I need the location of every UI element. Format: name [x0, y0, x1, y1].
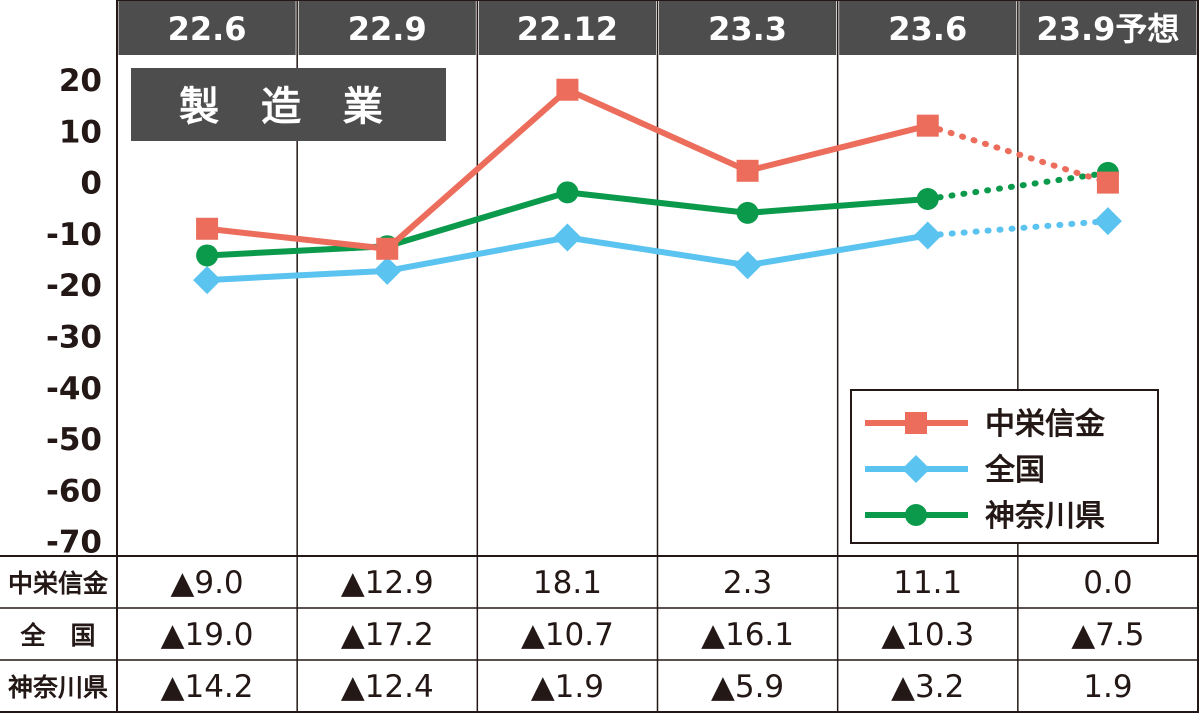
table-row-label: 神奈川県 [8, 673, 108, 702]
table-value-cell: ▲3.2 [891, 669, 964, 705]
legend-label: 神奈川県 [985, 499, 1105, 534]
data-point [376, 237, 399, 260]
data-point [736, 159, 759, 182]
data-point [916, 114, 939, 137]
y-tick-label: -70 [46, 525, 102, 561]
y-tick-label: -30 [46, 320, 102, 356]
title-box [131, 68, 446, 141]
y-tick-label: 10 [59, 114, 102, 150]
period-header: 22.6 22.9 22.12 23.3 23.6 23.9予想 [118, 1, 1197, 55]
value-table: 中栄信金 ▲9.0 ▲12.9 18.1 2.3 11.1 0.0 全 国 ▲19.0 ▲17.2… [8, 565, 1144, 705]
y-tick-label: 20 [59, 63, 102, 99]
y-tick-label: -60 [46, 473, 102, 509]
legend-label: 全国 [984, 453, 1045, 488]
period-label: 22.9 [348, 10, 427, 48]
table-value-cell: ▲19.0 [161, 617, 254, 653]
period-header-cell [839, 1, 1017, 55]
data-point [736, 201, 759, 224]
data-point [913, 221, 942, 250]
legend-marker [905, 504, 927, 526]
data-point [373, 256, 402, 285]
period-header-cell [1019, 1, 1197, 55]
table-value-cell: ▲12.4 [341, 669, 434, 705]
data-point [196, 217, 219, 240]
table-value-cell: ▲10.3 [881, 617, 974, 653]
table-value-cell: 11.1 [893, 565, 962, 601]
chart-title-box: 製 造 業 [131, 68, 446, 141]
legend-label: 中栄信金 [985, 407, 1106, 442]
period-label: 23.3 [708, 10, 787, 48]
series-forecast-line [924, 122, 1111, 186]
period-label: 22.12 [517, 10, 618, 48]
table-value-cell: 1.9 [1083, 669, 1132, 705]
period-label: 23.9予想 [1036, 10, 1179, 48]
period-header-cell [298, 1, 476, 55]
table-value-cell: ▲16.1 [701, 617, 794, 653]
table-value-cell: ▲14.2 [161, 669, 254, 705]
period-header-cell [659, 1, 837, 55]
table-value-cell: 2.3 [723, 565, 772, 601]
y-tick-label: -20 [46, 268, 102, 304]
data-point [553, 223, 582, 252]
y-axis: 20 10 0 -10 -20 -30 -40 -50 -60 -70 [46, 63, 102, 561]
chart-title: 製 造 業 [179, 84, 397, 130]
y-tick-label: -40 [46, 371, 102, 407]
table-value-cell: ▲12.9 [341, 565, 434, 601]
data-point [1093, 207, 1122, 236]
y-tick-label: 0 [80, 166, 102, 202]
table-value-cell: 18.1 [533, 565, 602, 601]
legend-marker [905, 412, 927, 434]
legend-marker [902, 455, 930, 483]
y-tick-label: -50 [46, 422, 102, 458]
data-point [733, 251, 762, 280]
table-value-cell: 0.0 [1083, 565, 1132, 601]
data-point [1096, 171, 1119, 194]
y-tick-label: -10 [46, 217, 102, 253]
data-point [196, 244, 219, 267]
table-value-cell: ▲7.5 [1071, 617, 1144, 653]
table-row-label: 中栄信金 [8, 569, 109, 598]
table-value-cell: ▲17.2 [341, 617, 434, 653]
table-value-cell: ▲5.9 [711, 669, 784, 705]
period-label: 22.6 [168, 10, 247, 48]
period-label: 23.6 [888, 10, 967, 48]
table-row-label: 全 国 [19, 621, 95, 650]
data-point [916, 188, 939, 211]
series-lines [193, 78, 1122, 295]
table-value-cell: ▲9.0 [171, 565, 244, 601]
data-point [556, 181, 579, 204]
period-header-cell [118, 1, 296, 55]
data-point [193, 266, 222, 295]
table-value-cell: ▲1.9 [531, 669, 604, 705]
period-header-cell [478, 1, 656, 55]
data-point [556, 78, 579, 101]
table-value-cell: ▲10.7 [521, 617, 614, 653]
